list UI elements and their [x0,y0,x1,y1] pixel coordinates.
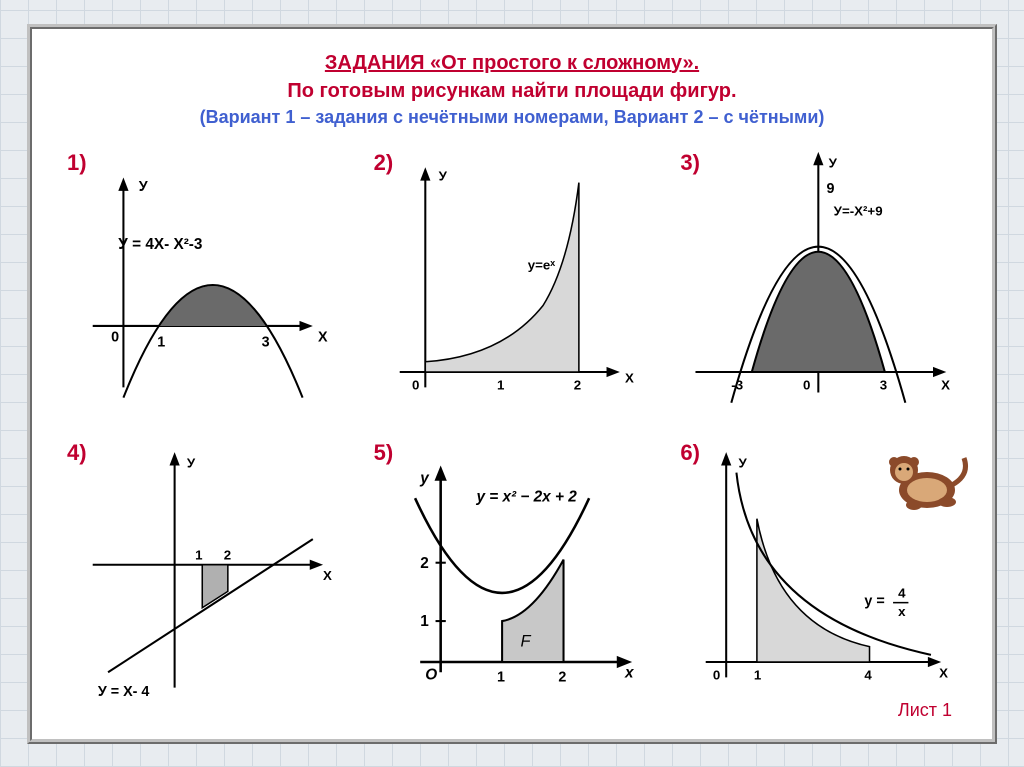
panel-4: 4) 1 2 Х У У = Х- 4 [62,435,349,715]
plot-4: 1 2 Х У У = Х- 4 [62,435,349,715]
svg-text:2: 2 [224,547,231,562]
svg-text:2: 2 [573,377,580,392]
panel-number: 1) [67,150,87,176]
panel-number: 2) [374,150,394,176]
svg-text:0: 0 [111,329,119,345]
panel-5: 5) 1 2 O 1 2 F x y y = x² − 2x + 2 [369,435,656,715]
monkey-icon [872,440,972,520]
title-line-3: (Вариант 1 – задания с нечётными номерам… [62,105,962,130]
plot-5: 1 2 O 1 2 F x y y = x² − 2x + 2 [369,435,656,715]
svg-text:Х: Х [625,370,634,385]
svg-text:F: F [520,632,531,650]
svg-text:1: 1 [754,667,762,682]
svg-text:2: 2 [420,555,429,572]
panel-1: 1) 0 1 3 Х У У = 4Х- Х²-3 [62,145,349,425]
panel-number: 6) [680,440,700,466]
svg-text:у=eˣ: у=eˣ [527,257,555,272]
svg-text:0: 0 [803,377,810,392]
plot-2: 0 1 2 Х У у=eˣ [369,145,656,425]
svg-text:9: 9 [827,181,835,197]
svg-text:Х: Х [318,329,328,345]
svg-text:y: y [419,470,430,487]
svg-text:O: O [425,666,437,683]
title-line-2: По готовым рисункам найти площади фигур. [62,77,962,105]
title-line-1: ЗАДАНИЯ «От простого к сложному». [62,49,962,77]
panel-number: 3) [680,150,700,176]
svg-text:3: 3 [880,377,887,392]
svg-text:У = Х- 4: У = Х- 4 [98,683,150,699]
panel-number: 5) [374,440,394,466]
header: ЗАДАНИЯ «От простого к сложному». По гот… [62,49,962,130]
svg-text:У: У [739,455,748,470]
svg-text:1: 1 [157,334,165,350]
plot-3: -3 0 3 9 Х У У=-Х²+9 [675,145,962,425]
svg-text:2: 2 [558,669,566,685]
svg-text:0: 0 [412,377,419,392]
svg-text:3: 3 [262,334,270,350]
svg-text:Х: Х [939,665,948,680]
svg-text:1: 1 [497,669,505,685]
svg-text:У: У [829,155,838,170]
svg-text:1: 1 [195,547,203,562]
panel-2: 2) 0 1 2 Х У у=eˣ [369,145,656,425]
svg-text:У=-Х²+9: У=-Х²+9 [834,203,883,218]
panel-number: 4) [67,440,87,466]
svg-text:-3: -3 [732,377,744,392]
svg-text:Х: Х [942,377,951,392]
svg-text:У: У [438,168,447,183]
plots-grid: 1) 0 1 3 Х У У = 4Х- Х²-3 2) [62,145,962,715]
svg-text:У = 4Х- Х²-3: У = 4Х- Х²-3 [118,236,202,253]
svg-text:у =: у = [865,593,885,609]
svg-text:x: x [624,664,635,681]
svg-text:1: 1 [497,377,505,392]
svg-text:0: 0 [713,667,720,682]
svg-text:У: У [187,455,196,470]
plot-1: 0 1 3 Х У У = 4Х- Х²-3 [62,145,349,425]
svg-text:У: У [139,179,149,195]
svg-text:y = x² − 2x + 2: y = x² − 2x + 2 [475,488,577,505]
worksheet-frame: ЗАДАНИЯ «От простого к сложному». По гот… [27,24,997,744]
svg-text:Х: Х [323,568,332,583]
svg-text:1: 1 [420,613,429,630]
svg-text:x: x [899,604,907,619]
panel-3: 3) -3 0 3 9 Х У У=-Х²+9 [675,145,962,425]
footer-text: Лист 1 [898,700,952,721]
panel-6: 6) 0 1 [675,435,962,715]
svg-text:4: 4 [865,667,873,682]
svg-text:4: 4 [899,585,907,600]
